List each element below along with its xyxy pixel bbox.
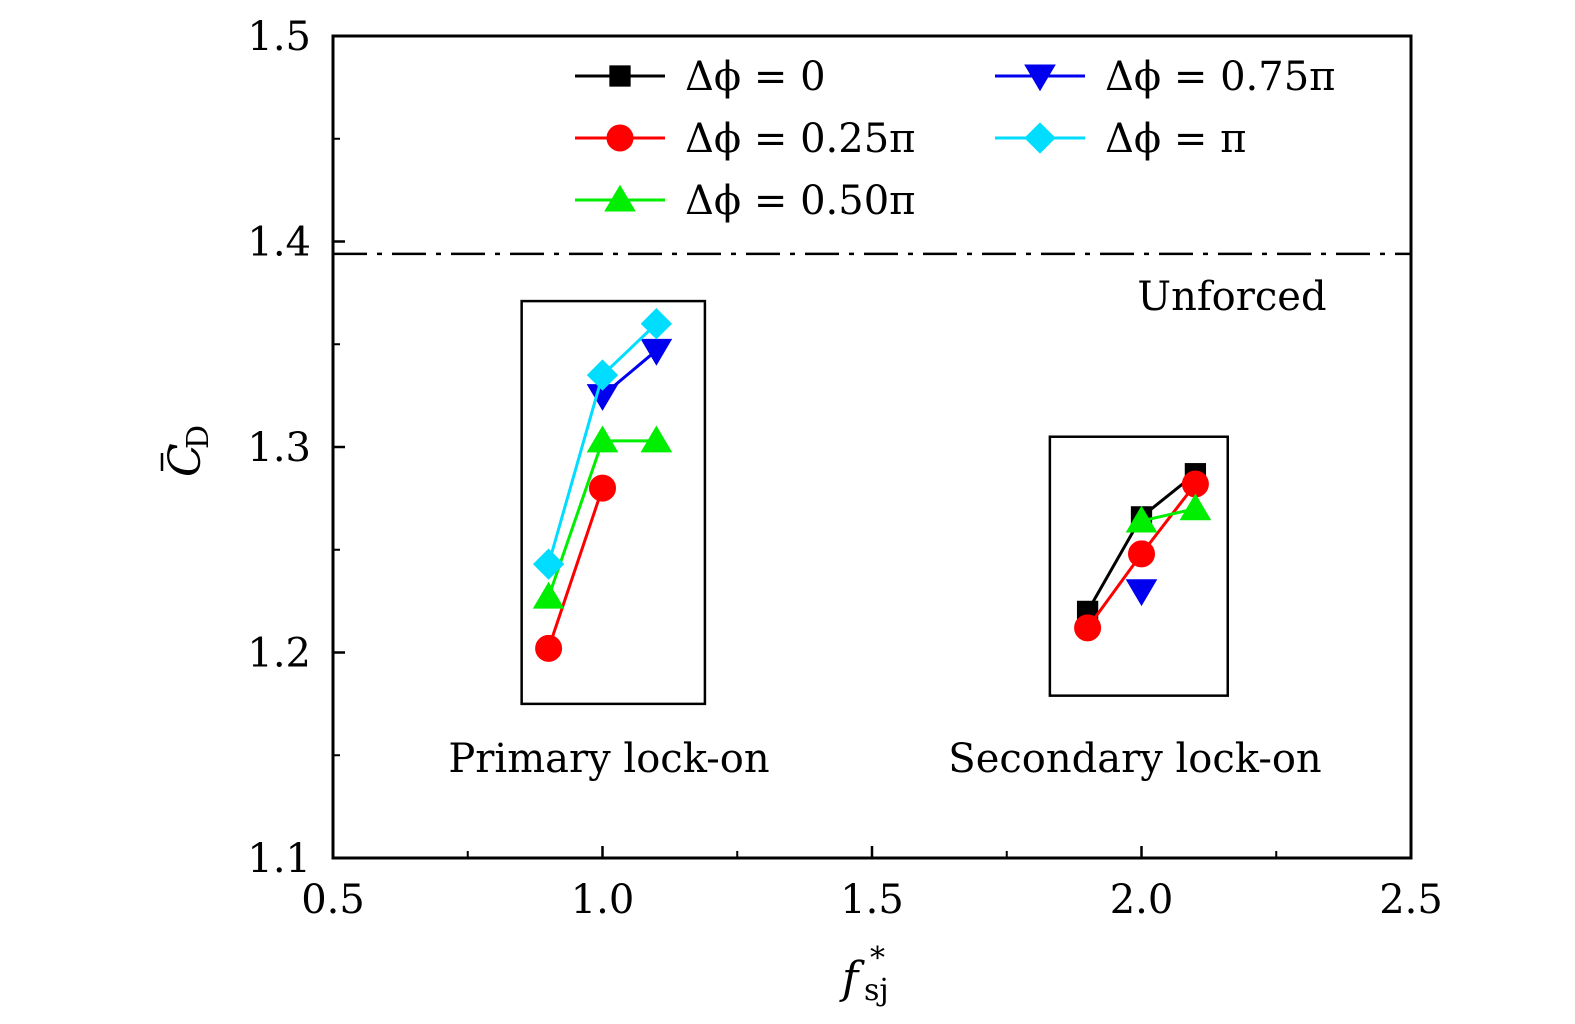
x-axis-title-sub: sj (864, 973, 889, 1008)
legend-marker (609, 65, 631, 87)
unforced-label: Unforced (1137, 274, 1326, 320)
data-point (586, 425, 619, 453)
data-point (532, 548, 565, 580)
data-point (586, 359, 619, 391)
y-tick-label: 1.4 (247, 220, 311, 266)
data-point (640, 425, 673, 453)
legend-label: Δϕ = 0.75π (1105, 54, 1335, 100)
data-point (1128, 540, 1155, 568)
legend-marker (606, 124, 634, 152)
x-tick-label: 1.5 (840, 877, 904, 923)
legend-item: Δϕ = π (995, 116, 1246, 162)
lock-on-boxes (520, 299, 1229, 706)
series-4 (532, 308, 673, 580)
y-axis-title: C D (160, 425, 216, 477)
secondary-lock-on-label: Secondary lock-on (948, 736, 1321, 782)
x-tick-label: 0.5 (301, 877, 365, 923)
legend-label: Δϕ = 0.50π (685, 178, 915, 224)
legend-label: Δϕ = 0 (685, 54, 826, 100)
y-axis-title-sub: D (181, 425, 216, 449)
x-axis-title-sup: * (870, 941, 885, 976)
legend-marker (1024, 64, 1056, 92)
y-tick-label: 1.5 (247, 14, 311, 60)
series-line (547, 487, 604, 649)
data-point (535, 634, 563, 662)
x-axis-title-main: f (839, 953, 865, 1004)
axis-ticks: 0.5 1.0 1.5 2.0 2.5 1.1 1.2 1.3 1.4 1.5 (247, 14, 1442, 923)
legend-item: Δϕ = 0.75π (995, 54, 1335, 100)
series-1 (535, 470, 1209, 662)
data-point (1074, 614, 1102, 642)
legend-item: Δϕ = 0.25π (575, 116, 915, 162)
data-point (640, 338, 673, 366)
legend-label: Δϕ = 0.25π (685, 116, 915, 162)
y-tick-label: 1.3 (247, 425, 311, 471)
x-tick-label: 2.5 (1379, 877, 1443, 923)
series-line (547, 439, 657, 598)
data-point (640, 308, 673, 340)
legend-item: Δϕ = 0 (575, 54, 826, 100)
x-tick-label: 1.0 (571, 877, 635, 923)
legend-label: Δϕ = π (1105, 116, 1246, 162)
primary-lock-on-label: Primary lock-on (448, 736, 769, 782)
series-3 (586, 338, 1158, 607)
x-tick-label: 2.0 (1110, 877, 1174, 923)
y-tick-label: 1.2 (247, 631, 311, 677)
y-axis-title-main: C (160, 443, 211, 477)
data-point (1125, 505, 1158, 533)
legend-marker (604, 184, 636, 212)
primary-lock-on-box (520, 299, 707, 706)
series-2 (532, 425, 1212, 609)
data-point (1125, 579, 1158, 607)
x-axis-title: f sj * (839, 941, 889, 1008)
legend-marker (1024, 122, 1056, 154)
legend-item: Δϕ = 0.50π (575, 178, 915, 224)
data-point (1179, 493, 1212, 521)
y-tick-label: 1.1 (247, 836, 311, 882)
data-point (532, 581, 565, 609)
secondary-lock-on-box (1048, 435, 1229, 697)
series-group (532, 308, 1212, 662)
data-point (589, 474, 616, 502)
data-point (1181, 470, 1209, 498)
legend: Δϕ = 0 Δϕ = 0.25π Δϕ = 0.50π Δϕ = 0.75π Δϕ =… (575, 54, 1335, 224)
